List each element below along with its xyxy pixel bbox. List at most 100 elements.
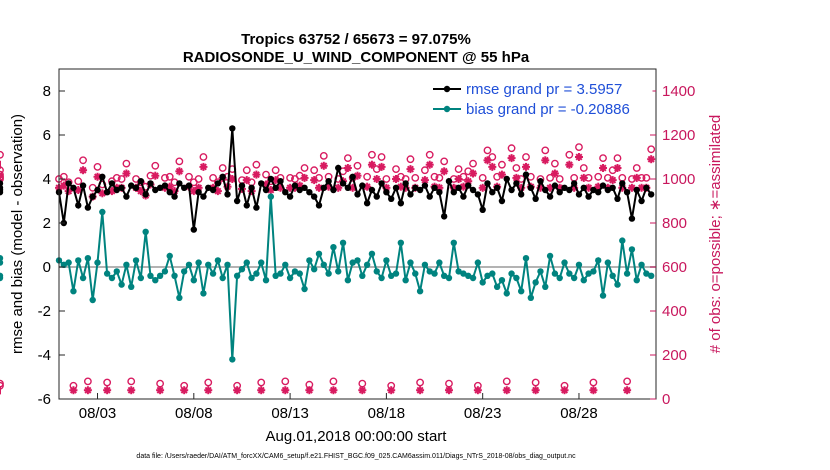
obs-assimilated-point [305, 386, 314, 395]
rmse-point [108, 180, 116, 187]
bias-point [233, 272, 241, 279]
bias-point [200, 290, 207, 297]
rmse-point [383, 189, 390, 196]
obs-possible-point [204, 378, 213, 387]
rmse-point [65, 180, 72, 187]
obs-assimilated-point [444, 386, 453, 395]
obs-assimilated-point [574, 153, 583, 161]
bias-point [479, 279, 486, 286]
bias-point [70, 288, 77, 295]
rmse-point [180, 184, 188, 191]
obs-assimilated-point [473, 386, 482, 395]
bias-point [128, 283, 135, 290]
rmse-point [291, 182, 299, 189]
bias-point [214, 257, 222, 264]
rmse-point [455, 184, 462, 191]
y-right-tick-label: 0 [662, 391, 670, 408]
rmse-point [84, 204, 92, 211]
obs-possible-point [416, 378, 424, 387]
bias-point [388, 272, 395, 279]
bias-point [277, 270, 284, 277]
obs-possible-point [435, 173, 444, 182]
rmse-point [156, 184, 164, 191]
obs-possible-point [353, 161, 362, 170]
bias-point [426, 268, 433, 275]
obs-possible-point [329, 377, 338, 386]
rmse-point [349, 173, 356, 180]
obs-assimilated-point [358, 386, 367, 395]
obs-assimilated-point [483, 156, 492, 165]
obs-assimilated-point [488, 162, 497, 171]
bias-point [286, 274, 294, 282]
obs-possible-point [522, 153, 530, 161]
obs-possible-point [575, 143, 583, 152]
rmse-point [253, 204, 260, 211]
bias-point [522, 255, 530, 262]
bias-point [301, 285, 308, 293]
bias-point [99, 208, 106, 216]
obs-assimilated-point [343, 164, 352, 172]
bias-point [383, 257, 390, 264]
obs-possible-point [368, 150, 376, 159]
obs-possible-point [0, 381, 4, 390]
obs-possible-point [623, 377, 632, 386]
y-right-tick-label: 200 [662, 347, 687, 364]
rmse-point [412, 184, 419, 191]
rmse-point [580, 184, 587, 191]
bias-point [460, 270, 467, 277]
bias-point [484, 272, 491, 279]
obs-possible-point [425, 150, 434, 159]
bias-point [647, 272, 655, 279]
rmse-point [185, 182, 193, 189]
rmse-point [585, 193, 592, 200]
legend-rmse-marker [443, 85, 451, 93]
bias-point [229, 356, 236, 363]
bias-point [609, 272, 616, 279]
rmse-point [431, 184, 438, 191]
x-tick-label: 08/18 [368, 405, 406, 422]
obs-possible-point [209, 173, 217, 182]
rmse-point [171, 193, 178, 200]
bias-point [89, 296, 96, 304]
rmse-point [378, 180, 385, 187]
bias-point [542, 283, 549, 290]
rmse-point [628, 215, 636, 222]
bias-point [262, 277, 270, 284]
obs-assimilated-point [319, 161, 328, 170]
rmse-point [643, 184, 650, 191]
bias-point [142, 228, 149, 235]
rmse-point [262, 186, 270, 194]
bias-point [397, 239, 405, 246]
x-axis-label: Aug.01,2018 00:00:00 start [266, 428, 448, 445]
bias-point [147, 272, 154, 279]
bias-point [513, 274, 520, 282]
rmse-point [474, 191, 482, 198]
obs-assimilated-point [151, 171, 160, 180]
rmse-point [306, 189, 313, 196]
bias-point [195, 259, 202, 266]
obs-possible-point [343, 154, 352, 163]
obs-assimilated-point [122, 169, 131, 178]
obs-assimilated-point [69, 386, 78, 395]
bias-point [517, 288, 525, 295]
obs-assimilated-point [565, 160, 574, 169]
bias-point [368, 250, 376, 257]
bias-point [450, 239, 457, 246]
rmse-point [103, 189, 111, 196]
obs-assimilated-point [406, 165, 415, 174]
chart-subtitle: RADIOSONDE_U_WIND_COMPONENT @ 55 hPa [183, 49, 530, 66]
rmse-point [517, 191, 525, 198]
rmse-point [359, 182, 366, 189]
bias-point [445, 274, 453, 282]
rmse-point [70, 184, 77, 191]
obs-possible-point [252, 160, 261, 169]
obs-assimilated-point [329, 386, 338, 395]
bias-point [209, 270, 217, 277]
bias-point [431, 270, 438, 277]
obs-possible-point [531, 378, 540, 387]
bias-point [599, 292, 607, 299]
obs-possible-point [406, 155, 415, 164]
y-tick-label: -6 [38, 391, 51, 408]
rmse-point [89, 193, 96, 200]
